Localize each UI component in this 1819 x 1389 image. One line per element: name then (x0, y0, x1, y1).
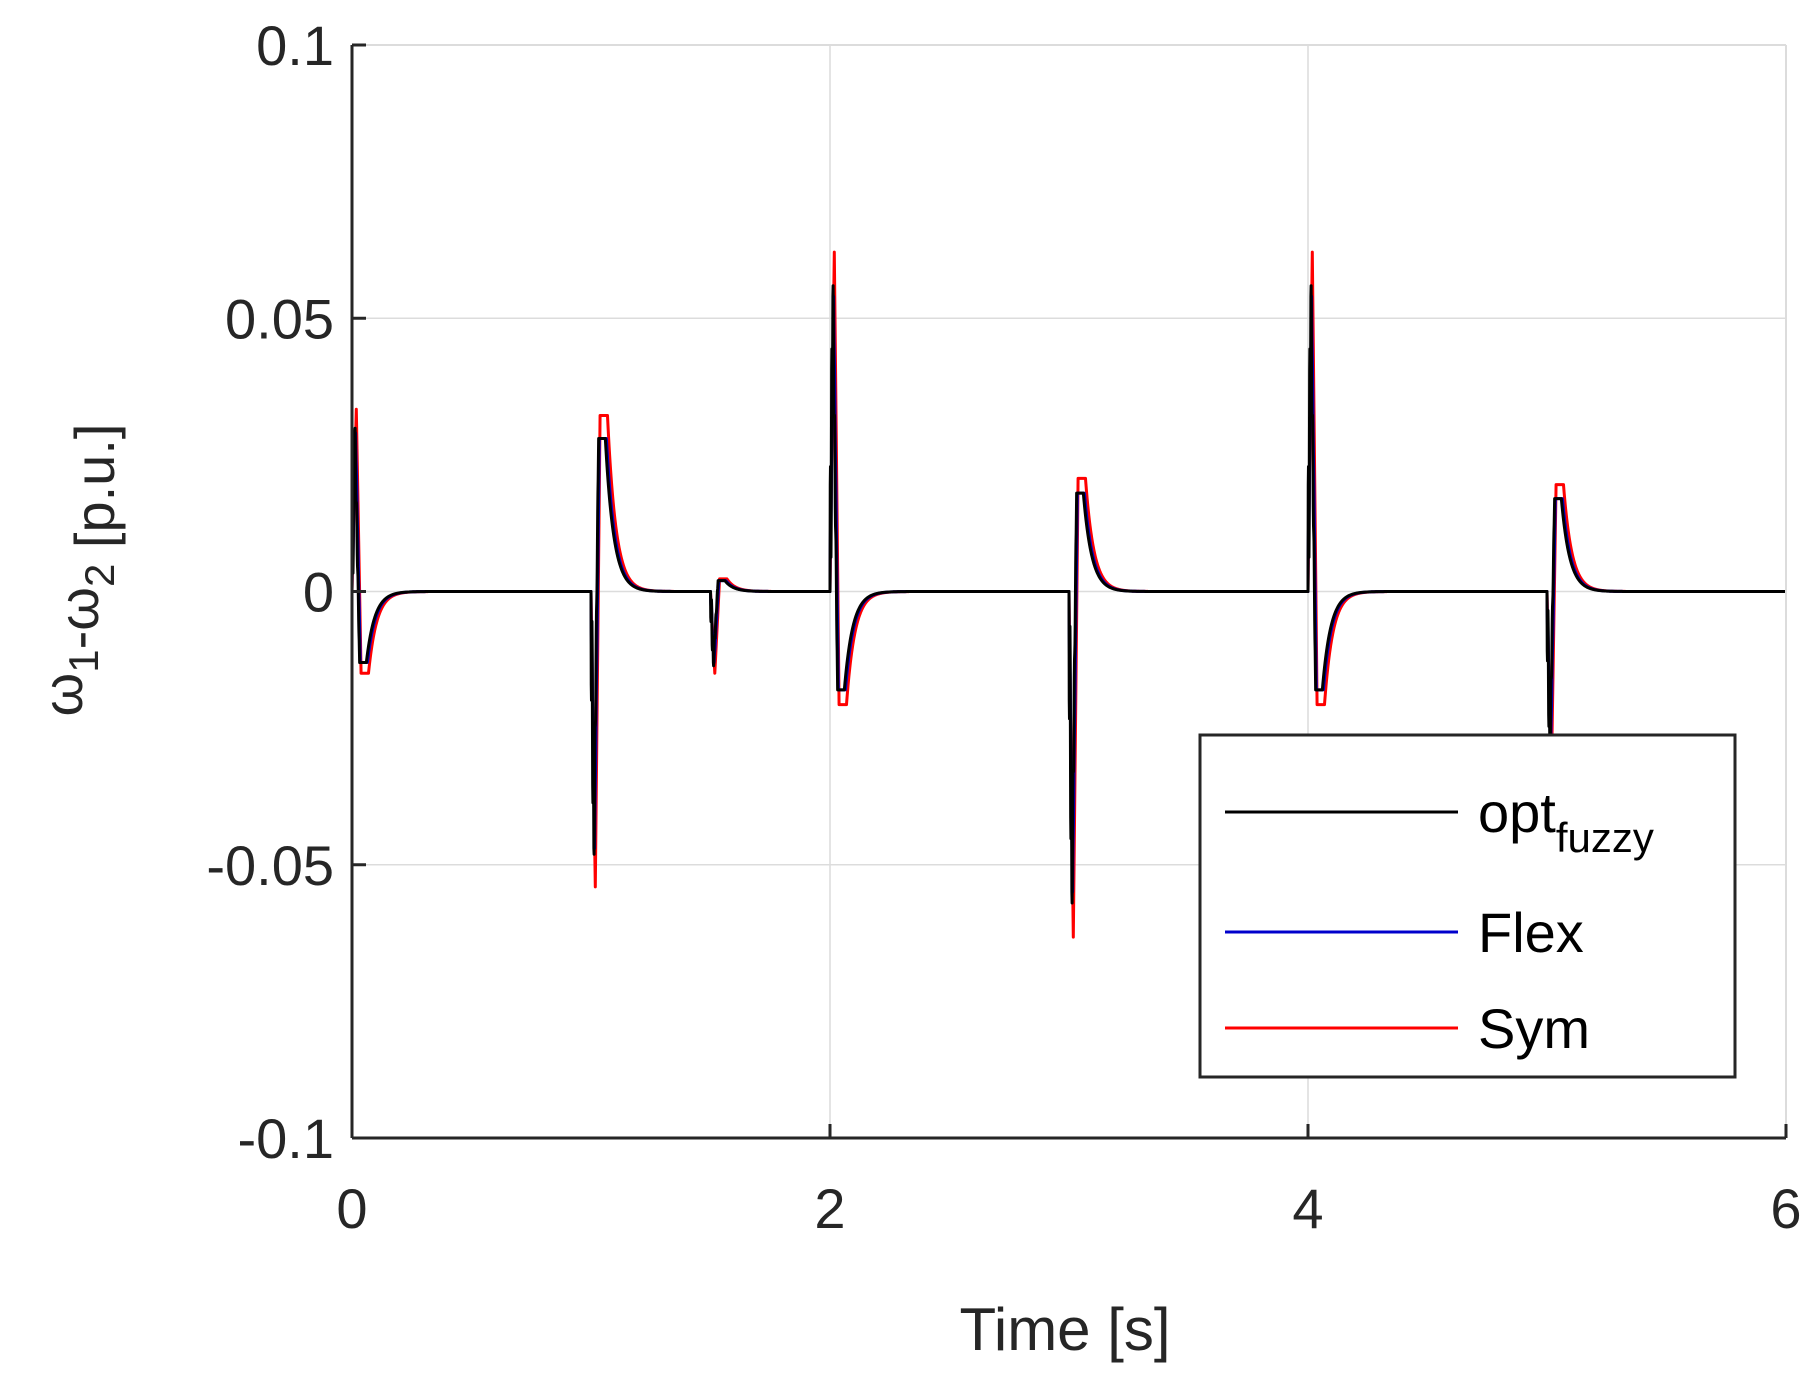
y-tick-label: 0 (303, 561, 334, 624)
legend: optfuzzy Flex Sym (1198, 733, 1737, 1079)
x-tick-label: 6 (1770, 1177, 1801, 1240)
y-axis-label: ω1-ω2 [p.u.] (31, 424, 126, 717)
legend-label-flex: Flex (1478, 901, 1584, 964)
x-tick-label: 0 (336, 1177, 367, 1240)
legend-label-opt: optfuzzy (1478, 781, 1654, 861)
y-label-text: -ω (47, 587, 110, 649)
y-label-sub: 2 (76, 564, 123, 587)
y-label-sub: 1 (60, 649, 107, 672)
y-tick-label: -0.05 (206, 834, 334, 897)
series-lines (350, 250, 1788, 939)
x-tick-label: 4 (1292, 1177, 1323, 1240)
series-line-opt (350, 284, 1788, 905)
y-label-text: [p.u.] (63, 424, 126, 564)
x-axis-label: Time [s] (959, 1296, 1170, 1363)
legend-box (1198, 733, 1737, 1079)
y-tick-label: -0.1 (238, 1107, 335, 1170)
axes (350, 43, 1788, 1140)
x-tick-label: 2 (814, 1177, 845, 1240)
y-tick-label: 0.05 (225, 287, 334, 350)
legend-label-sym: Sym (1478, 997, 1590, 1060)
tick-labels: 0 2 4 6 -0.1 -0.05 0 0.05 0.1 (206, 14, 1801, 1240)
y-tick-label: 0.1 (256, 14, 334, 77)
y-label-text: ω (31, 673, 94, 717)
